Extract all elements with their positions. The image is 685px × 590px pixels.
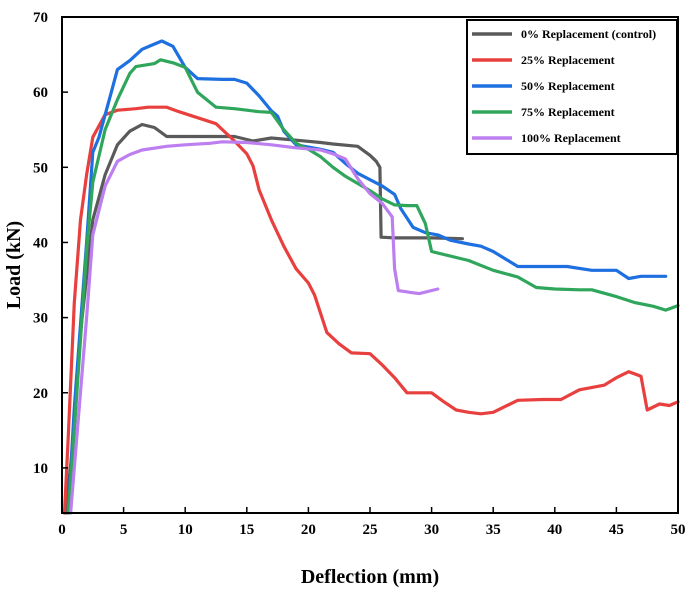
- series-line-1: [62, 105, 680, 515]
- y-tick-label: 20: [33, 386, 48, 402]
- legend-label: 100% Replacement: [521, 131, 621, 145]
- x-tick-label: 5: [120, 522, 128, 538]
- x-tick-label: 20: [301, 522, 316, 538]
- x-tick-label: 10: [178, 522, 193, 538]
- x-tick-label: 50: [671, 522, 685, 538]
- series-line-0: [64, 122, 464, 515]
- x-tick-label: 35: [486, 522, 501, 538]
- x-tick-label: 25: [363, 522, 378, 538]
- legend-label: 0% Replacement (control): [521, 27, 656, 41]
- x-tick-label: 0: [58, 522, 66, 538]
- y-tick-label: 10: [33, 461, 48, 477]
- x-tick-label: 40: [547, 522, 562, 538]
- x-axis-title: Deflection (mm): [301, 566, 439, 588]
- series-line-4: [69, 140, 440, 515]
- x-tick-label: 45: [609, 522, 624, 538]
- y-tick-label: 70: [33, 10, 48, 26]
- legend-label: 25% Replacement: [521, 53, 615, 67]
- y-axis-title: Load (kN): [3, 221, 25, 309]
- y-axis: 10 20 30 40 50 60 70: [33, 10, 68, 477]
- series-line-3: [66, 58, 680, 515]
- y-tick-label: 40: [33, 235, 48, 251]
- x-tick-label: 30: [424, 522, 439, 538]
- y-tick-label: 50: [33, 160, 48, 176]
- legend: 0% Replacement (control) 25% Replacement 5…: [466, 19, 678, 155]
- plot-lines: [62, 39, 680, 515]
- y-tick-label: 60: [33, 85, 48, 101]
- y-tick-label: 30: [33, 311, 48, 327]
- legend-label: 50% Replacement: [521, 79, 615, 93]
- x-axis: 0 5 10 15 20 25 30 35 40 45 50: [58, 507, 685, 538]
- legend-label: 75% Replacement: [521, 105, 615, 119]
- x-tick-label: 15: [239, 522, 254, 538]
